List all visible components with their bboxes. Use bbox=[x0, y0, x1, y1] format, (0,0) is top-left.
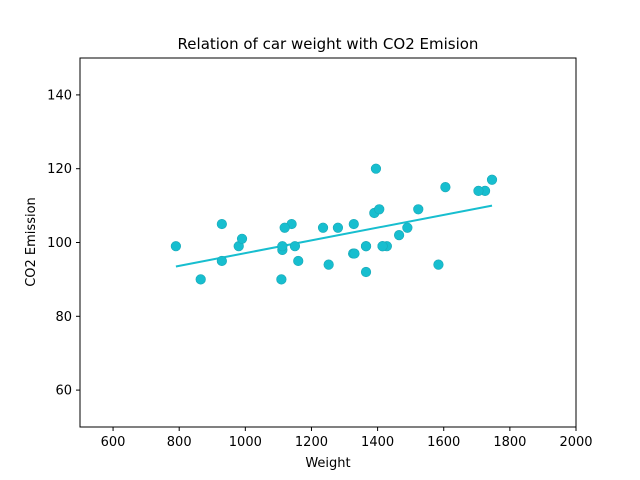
points-layer bbox=[170, 163, 498, 285]
data-point bbox=[413, 204, 424, 215]
data-point bbox=[289, 241, 301, 252]
y-tick-label: 80 bbox=[55, 310, 72, 325]
data-point bbox=[440, 182, 451, 193]
data-point bbox=[360, 241, 372, 252]
data-point bbox=[317, 222, 329, 233]
data-point bbox=[216, 255, 227, 267]
y-tick-label: 120 bbox=[47, 162, 72, 177]
x-tick-label: 1400 bbox=[361, 435, 394, 450]
y-axis-ticks: 60 80 100 120 140 bbox=[47, 88, 80, 399]
data-point bbox=[332, 222, 344, 233]
data-point bbox=[170, 241, 181, 252]
data-point bbox=[277, 241, 288, 252]
plot-area bbox=[79, 57, 577, 428]
y-tick-label: 100 bbox=[47, 236, 72, 251]
data-point bbox=[236, 233, 248, 244]
x-tick-label: 2000 bbox=[559, 435, 592, 450]
data-point bbox=[377, 241, 388, 252]
data-point bbox=[195, 274, 206, 285]
data-point bbox=[374, 204, 385, 215]
data-point bbox=[370, 163, 382, 174]
data-point bbox=[473, 185, 484, 196]
x-tick-label: 1200 bbox=[295, 435, 328, 450]
regression-line bbox=[175, 204, 493, 268]
data-point bbox=[360, 266, 372, 278]
chart-title: Relation of car weight with CO2 Emision bbox=[178, 35, 479, 53]
data-point bbox=[276, 274, 287, 285]
data-point bbox=[433, 259, 444, 270]
data-point bbox=[486, 174, 498, 185]
x-axis-ticks: 600 800 1000 1200 1400 1600 1800 2000 bbox=[101, 427, 593, 450]
y-tick-label: 140 bbox=[47, 88, 72, 103]
data-point bbox=[402, 222, 413, 233]
x-tick-label: 1000 bbox=[229, 435, 262, 450]
x-tick-label: 1800 bbox=[493, 435, 526, 450]
regression-layer bbox=[175, 204, 493, 268]
x-tick-label: 600 bbox=[101, 435, 126, 450]
x-axis-label: Weight bbox=[305, 456, 350, 471]
x-tick-label: 800 bbox=[167, 435, 192, 450]
data-point bbox=[349, 248, 360, 259]
data-point bbox=[348, 218, 359, 230]
y-tick-label: 60 bbox=[55, 384, 72, 399]
data-point bbox=[393, 230, 405, 241]
data-point bbox=[216, 218, 227, 230]
x-tick-label: 1600 bbox=[427, 435, 460, 450]
y-axis-label: CO2 Emission bbox=[24, 197, 39, 287]
data-point bbox=[293, 255, 304, 267]
data-point bbox=[279, 222, 290, 233]
data-point bbox=[323, 259, 334, 270]
